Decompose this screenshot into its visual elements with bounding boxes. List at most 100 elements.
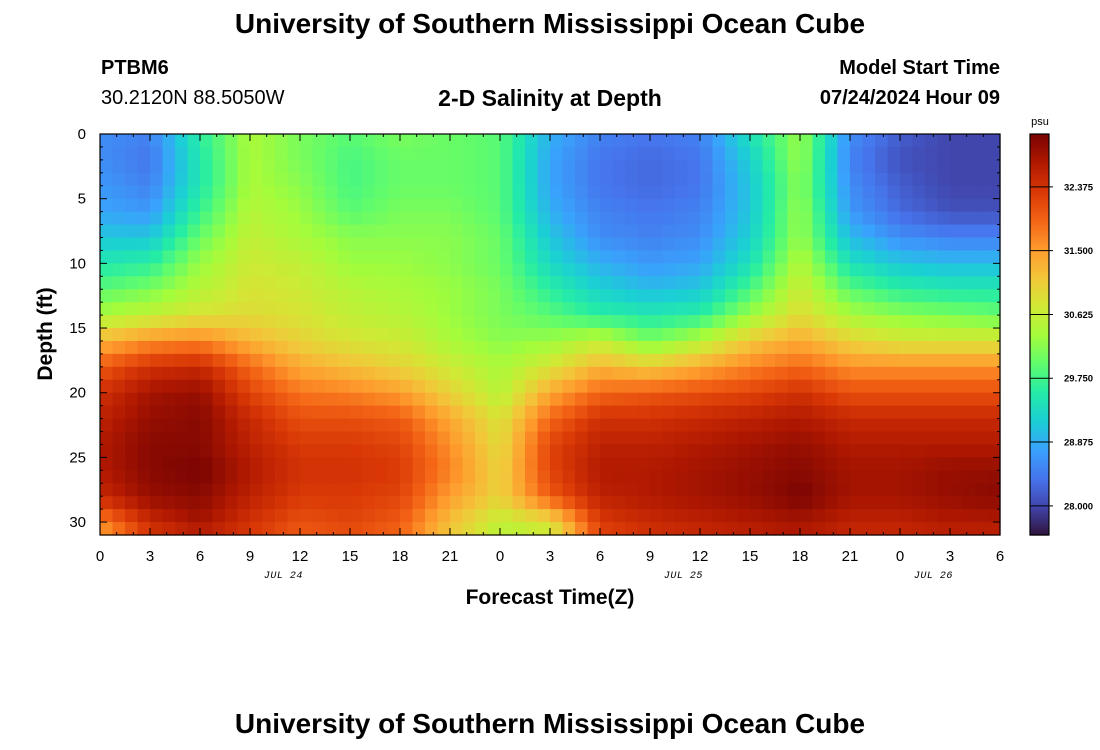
heatmap-cell — [387, 315, 401, 329]
heatmap-cell — [562, 237, 576, 252]
colorbar-segment — [1030, 519, 1049, 524]
heatmap-cell — [262, 379, 276, 394]
colorbar-segment — [1030, 374, 1049, 378]
heatmap-cell — [475, 328, 489, 342]
heatmap-cell — [700, 470, 714, 484]
heatmap-cell — [350, 457, 364, 471]
heatmap-cell — [712, 496, 726, 510]
colorbar-segment — [1030, 492, 1049, 496]
heatmap-cell — [375, 418, 389, 433]
heatmap-cell — [900, 159, 914, 174]
heatmap-cell — [212, 457, 226, 471]
heatmap-cell — [575, 134, 589, 148]
heatmap-cell — [500, 185, 514, 200]
heatmap-cell — [887, 185, 901, 200]
heatmap-cell — [300, 418, 314, 433]
heatmap-cell — [462, 302, 476, 316]
heatmap-cell — [212, 146, 226, 161]
heatmap-cell — [362, 392, 376, 407]
heatmap-cell — [262, 431, 276, 446]
heatmap-cell — [600, 366, 614, 381]
heatmap-cell — [475, 237, 489, 252]
colorbar-segment — [1030, 422, 1049, 426]
heatmap-cell — [300, 496, 314, 510]
heatmap-cell — [437, 224, 451, 239]
heatmap-cell — [387, 328, 401, 342]
heatmap-cell — [250, 340, 264, 355]
heatmap-cell — [612, 353, 626, 368]
heatmap-cell — [512, 315, 526, 329]
heatmap-cell — [587, 276, 601, 290]
heatmap-cell — [887, 496, 901, 510]
heatmap-cell — [650, 496, 664, 510]
heatmap-cell — [150, 470, 164, 484]
heatmap-cell — [137, 431, 151, 446]
colorbar-segment — [1030, 522, 1049, 526]
heatmap-cell — [375, 211, 389, 226]
colorbar-segment — [1030, 164, 1049, 168]
heatmap-cell — [675, 134, 689, 148]
heatmap-cell — [362, 522, 376, 536]
heatmap-cell — [425, 237, 439, 252]
heatmap-cell — [575, 237, 589, 252]
heatmap-cell — [125, 134, 139, 148]
heatmap-cell — [200, 418, 214, 433]
heatmap-cell — [187, 328, 201, 342]
heatmap-cell — [287, 379, 301, 394]
heatmap-cell — [350, 522, 364, 536]
heatmap-cell — [237, 470, 251, 484]
heatmap-cell — [950, 328, 964, 342]
heatmap-cell — [912, 302, 926, 316]
heatmap-cell — [362, 263, 376, 277]
heatmap-cell — [162, 470, 176, 484]
heatmap-cell — [725, 276, 739, 290]
heatmap-cell — [437, 483, 451, 497]
heatmap-cell — [362, 172, 376, 187]
heatmap-cell — [562, 198, 576, 213]
heatmap-cell — [587, 483, 601, 497]
heatmap-cell — [362, 470, 376, 484]
heatmap-cell — [350, 340, 364, 355]
heatmap-cell — [212, 392, 226, 407]
heatmap-cell — [387, 159, 401, 174]
heatmap-cell — [400, 250, 414, 264]
heatmap-cell — [175, 353, 189, 368]
heatmap-cell — [337, 289, 351, 303]
heatmap-cell — [687, 328, 701, 342]
heatmap-cell — [937, 328, 951, 342]
heatmap-cell — [262, 302, 276, 316]
heatmap-cell — [500, 224, 514, 239]
heatmap-cell — [787, 134, 801, 148]
heatmap-cell — [412, 159, 426, 174]
colorbar-segment — [1030, 384, 1049, 388]
heatmap-cell — [787, 328, 801, 342]
heatmap-cell — [562, 470, 576, 484]
heatmap-cell — [562, 418, 576, 433]
heatmap-cell — [275, 263, 289, 277]
heatmap-cell — [575, 483, 589, 497]
heatmap-cell — [650, 315, 664, 329]
heatmap-cell — [400, 198, 414, 213]
heatmap-cell — [875, 379, 889, 394]
colorbar-segment — [1030, 291, 1049, 295]
colorbar-segment — [1030, 221, 1049, 225]
heatmap-cell — [400, 379, 414, 394]
heatmap-cell — [737, 444, 751, 458]
heatmap-cell — [925, 522, 939, 536]
heatmap-cell — [300, 353, 314, 368]
heatmap-cell — [512, 340, 526, 355]
heatmap-cell — [662, 198, 676, 213]
heatmap-cell — [275, 457, 289, 471]
heatmap-cell — [500, 289, 514, 303]
heatmap-cell — [275, 366, 289, 381]
heatmap-cell — [487, 315, 501, 329]
heatmap-cell — [312, 328, 326, 342]
heatmap-cell — [987, 392, 1001, 407]
heatmap-cell — [437, 392, 451, 407]
heatmap-cell — [425, 172, 439, 187]
heatmap-cell — [762, 353, 776, 368]
heatmap-cell — [512, 457, 526, 471]
heatmap-cell — [375, 457, 389, 471]
colorbar-frame — [1029, 133, 1050, 536]
heatmap-cell — [850, 198, 864, 213]
